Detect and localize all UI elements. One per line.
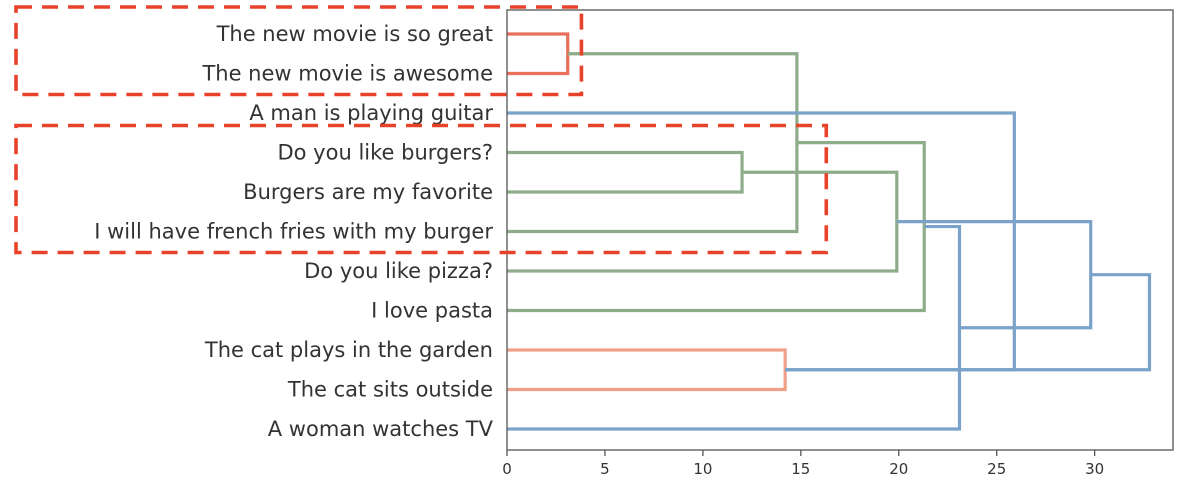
leaf-label: I will have french fries with my burger (94, 220, 493, 244)
x-tick-label: 5 (600, 460, 610, 478)
dendrogram-link-15 (507, 141, 926, 313)
highlight-box-2 (14, 123, 829, 255)
x-tick-label: 30 (1085, 460, 1104, 478)
leaf-label: Burgers are my favorite (243, 180, 493, 204)
leaf-label: The new movie is so great (216, 22, 493, 46)
leaf-label: A man is playing guitar (249, 101, 493, 125)
dendrogram-link-12 (507, 150, 744, 194)
leaf-label: The new movie is awesome (201, 62, 493, 86)
highlight-boxes (14, 5, 829, 255)
dendrogram-link-19 (896, 220, 1093, 330)
x-axis: 0 5 10 15 20 25 30 (502, 450, 1104, 478)
dendrogram-link-20 (785, 273, 1152, 372)
leaf-label: The cat plays in the garden (204, 338, 493, 362)
x-tick-label: 25 (987, 460, 1006, 478)
leaf-label: The cat sits outside (287, 378, 493, 402)
dendrogram-link-14 (507, 170, 899, 273)
dendrogram-links (507, 32, 1152, 431)
x-tick-label: 0 (502, 460, 512, 478)
x-tick-label: 10 (693, 460, 712, 478)
leaf-labels: The new movie is so great The new movie i… (94, 22, 493, 441)
dendrogram-link-16 (507, 348, 787, 392)
dendrogram-link-13 (507, 52, 799, 234)
leaf-label: Do you like burgers? (277, 141, 493, 165)
x-tick-label: 20 (889, 460, 908, 478)
leaf-label: I love pasta (371, 299, 493, 323)
leaf-label: A woman watches TV (268, 417, 494, 441)
x-tick-label: 15 (791, 460, 810, 478)
dendrogram-link-11 (507, 32, 570, 76)
leaf-label: Do you like pizza? (304, 259, 493, 283)
highlight-box-1 (14, 5, 584, 97)
dendrogram-link-17 (507, 224, 962, 431)
plot-frame (506, 9, 1174, 451)
